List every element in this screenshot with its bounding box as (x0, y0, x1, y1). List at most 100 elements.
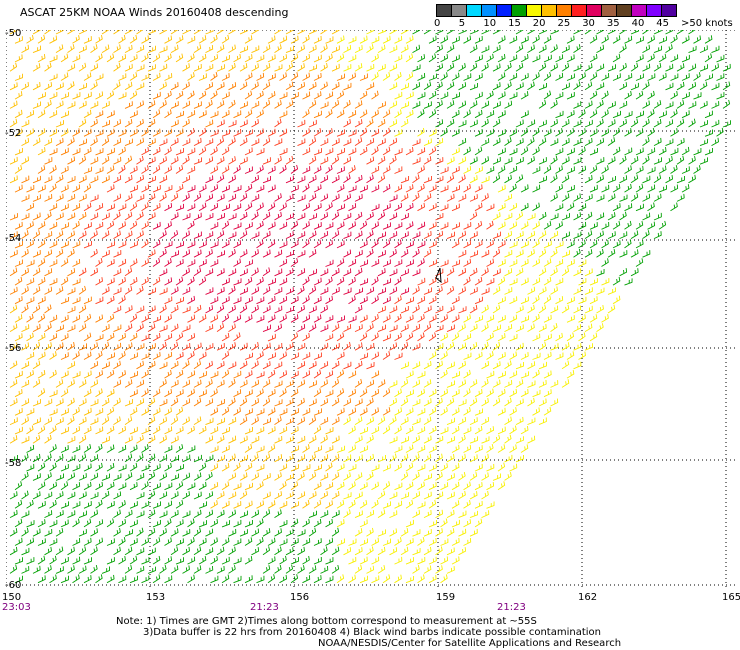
wind-barb (297, 435, 306, 444)
wind-barb (527, 230, 536, 239)
wind-barb (274, 435, 283, 444)
wind-barb (550, 155, 558, 165)
wind-barb (711, 45, 720, 54)
wind-barb (182, 360, 190, 370)
wind-barb (60, 110, 69, 119)
wind-barb (670, 90, 678, 100)
wind-barb (244, 259, 253, 267)
wind-barb (267, 128, 276, 137)
wind-barb (37, 109, 46, 119)
wind-barb (37, 501, 46, 509)
wind-barb (354, 398, 363, 407)
wind-barb (412, 174, 420, 184)
wind-barb (561, 304, 570, 314)
wind-barb (555, 352, 564, 360)
wind-barb (474, 73, 483, 81)
wind-barb (320, 417, 329, 426)
wind-barb (60, 408, 69, 416)
wind-barb (417, 388, 425, 398)
wind-barb (228, 99, 236, 109)
wind-barb (313, 425, 322, 435)
wind-barb (198, 481, 207, 491)
wind-barb (688, 118, 696, 128)
wind-barb (37, 388, 46, 398)
wind-barb (198, 371, 207, 379)
scale-swatch (556, 4, 572, 17)
wind-barb (210, 314, 219, 323)
wind-barb (164, 314, 172, 323)
wind-barb (67, 175, 76, 184)
wind-barb (90, 230, 98, 239)
wind-barb (469, 304, 478, 314)
wind-barb (60, 276, 69, 286)
wind-barb (573, 231, 582, 240)
wind-barb (440, 574, 448, 584)
wind-barb (83, 407, 92, 416)
wind-barb (527, 380, 536, 388)
wind-barb (382, 72, 391, 81)
wind-barb (9, 509, 18, 519)
wind-barb (285, 100, 294, 109)
wind-barb (389, 194, 398, 202)
wind-barb (331, 564, 340, 574)
wind-barb (78, 175, 87, 184)
wind-barb (474, 518, 483, 528)
wind-barb (325, 239, 333, 249)
wind-barb (302, 91, 311, 100)
wind-barb (509, 259, 518, 267)
wind-barb (113, 491, 122, 500)
wind-barb (532, 407, 540, 416)
wind-barb (497, 371, 506, 379)
wind-barb (371, 314, 379, 323)
wind-barb (308, 361, 317, 370)
wind-barb (532, 295, 540, 305)
wind-barb (267, 278, 276, 286)
lat-label: -54 (5, 233, 22, 244)
wind-barb (313, 203, 322, 212)
lon-label: 156 (290, 592, 310, 603)
wind-barb (320, 454, 329, 463)
wind-barb (193, 360, 202, 370)
wind-barb (423, 435, 432, 444)
wind-barb (400, 44, 409, 53)
wind-barb (711, 82, 720, 91)
wind-barb (124, 63, 133, 72)
wind-barb (486, 128, 495, 137)
wind-barb (83, 72, 92, 81)
wind-barb (440, 35, 448, 44)
wind-barb (555, 128, 563, 137)
wind-barb (106, 444, 115, 453)
wind-barb (543, 370, 552, 379)
wind-barb (113, 397, 121, 407)
wind-barb (216, 268, 225, 277)
wind-barb (21, 267, 29, 277)
wind-barb (630, 174, 639, 184)
wind-barb (642, 118, 650, 128)
wind-barb (423, 81, 432, 91)
wind-barb (244, 90, 253, 100)
wind-barb (267, 314, 276, 323)
wind-barb (187, 537, 195, 546)
wind-barb (451, 537, 460, 546)
wind-barb (302, 72, 310, 81)
wind-barb (170, 156, 179, 165)
wind-barb (78, 343, 87, 351)
wind-barb (251, 398, 260, 407)
wind-barb (44, 194, 53, 202)
wind-barb (9, 417, 18, 426)
wind-barb (244, 35, 253, 44)
wind-barb (520, 258, 529, 267)
wind-barb (492, 231, 501, 240)
wind-barb (152, 537, 161, 546)
wind-barb (290, 518, 299, 528)
wind-barb (124, 44, 133, 53)
wind-barb (474, 408, 483, 416)
wind-barb (463, 444, 472, 453)
wind-barb (389, 510, 398, 519)
wind-barb (113, 527, 121, 537)
wind-barb (354, 119, 363, 128)
wind-barb (612, 240, 621, 249)
wind-barb (244, 166, 253, 174)
wind-barb (256, 315, 265, 323)
wind-barb (313, 481, 322, 491)
